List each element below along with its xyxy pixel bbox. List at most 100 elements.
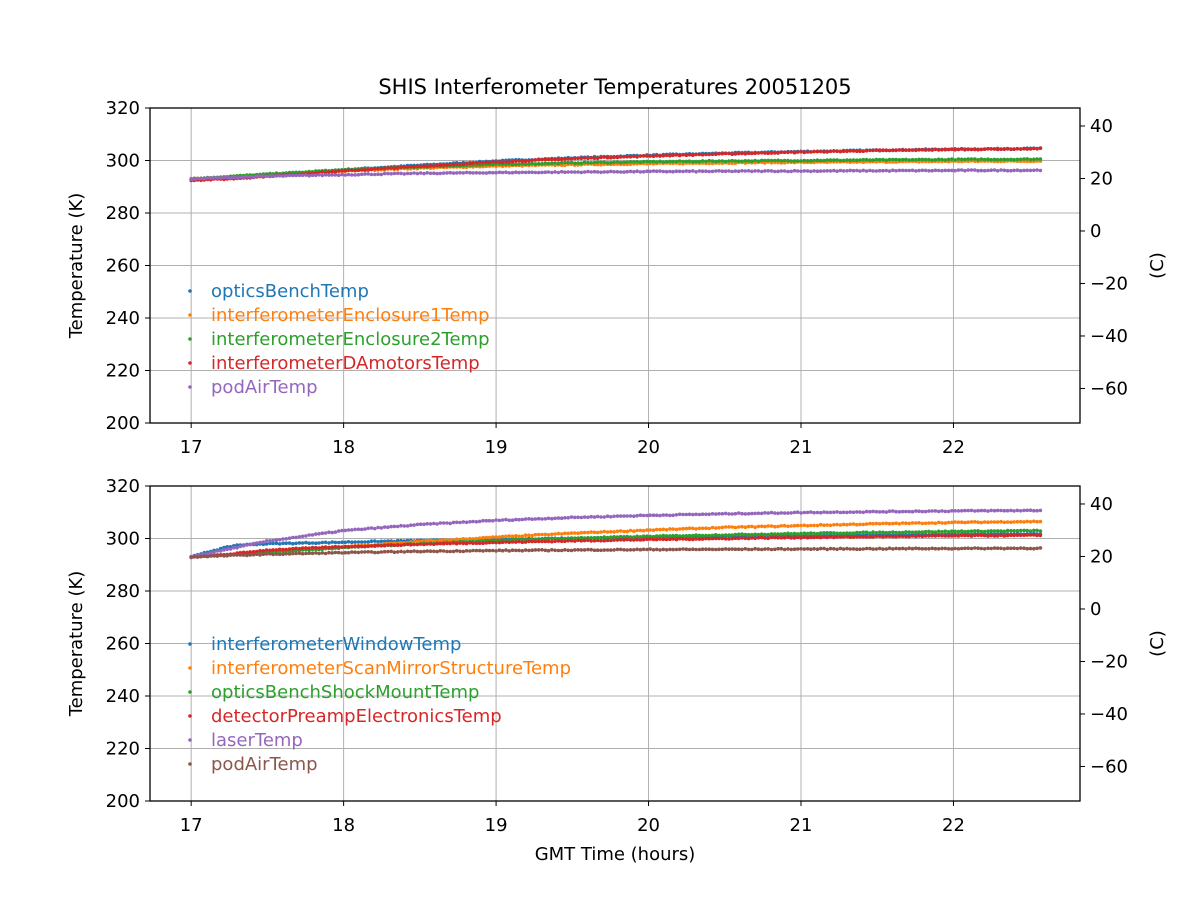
data-point	[641, 534, 646, 538]
data-point	[1022, 157, 1026, 161]
data-point	[841, 547, 846, 551]
data-point	[674, 533, 679, 538]
data-point	[297, 541, 302, 545]
data-point	[1025, 533, 1029, 537]
data-point	[520, 534, 525, 538]
data-point	[566, 516, 570, 520]
data-point	[418, 164, 423, 169]
data-point	[838, 523, 843, 527]
data-point	[756, 547, 761, 551]
data-point	[399, 165, 403, 169]
data-point	[753, 169, 757, 173]
data-point	[477, 541, 482, 545]
data-point	[723, 511, 728, 516]
data-point	[763, 161, 767, 165]
data-point	[618, 160, 623, 165]
data-point	[1035, 168, 1039, 172]
data-point	[995, 147, 1000, 152]
data-point	[877, 546, 882, 551]
data-point	[487, 518, 492, 523]
data-point	[894, 509, 898, 514]
data-point	[664, 534, 669, 538]
data-point	[694, 527, 698, 531]
data-point	[818, 522, 823, 527]
data-point	[907, 534, 911, 539]
data-point	[569, 156, 574, 161]
data-point	[828, 149, 833, 153]
data-point	[832, 535, 836, 540]
data-point	[320, 173, 325, 178]
data-point	[399, 549, 403, 554]
data-point	[536, 548, 541, 552]
y-tick-label: 280	[106, 203, 140, 224]
x-tick-label: 21	[790, 437, 813, 458]
data-point	[976, 529, 980, 533]
data-point	[576, 156, 580, 161]
data-point	[268, 541, 272, 546]
data-point	[343, 528, 348, 533]
data-point	[651, 513, 656, 517]
data-point	[969, 168, 974, 172]
data-point	[946, 520, 951, 525]
data-point	[425, 549, 430, 553]
data-point	[1032, 528, 1036, 533]
data-point	[855, 168, 859, 173]
data-point	[510, 162, 515, 167]
data-point	[464, 541, 469, 546]
data-point	[592, 169, 597, 174]
y-right-tick-label: −20	[1090, 651, 1128, 672]
data-point	[995, 546, 1000, 550]
data-point	[995, 169, 1000, 173]
data-point	[409, 164, 413, 169]
data-point	[543, 517, 548, 521]
data-point	[832, 523, 836, 527]
data-point	[648, 534, 652, 539]
data-point	[989, 546, 993, 551]
data-point	[930, 521, 934, 525]
data-point	[674, 527, 679, 532]
data-point	[727, 547, 731, 551]
data-point	[700, 153, 705, 157]
data-point	[461, 549, 466, 554]
data-point	[661, 160, 666, 164]
data-point	[632, 535, 636, 539]
legend-marker	[188, 289, 192, 293]
y-axis-label: Temperature (K)	[66, 193, 87, 340]
data-point	[694, 547, 698, 552]
data-point	[769, 524, 774, 528]
data-point	[710, 547, 715, 552]
data-point	[376, 172, 380, 176]
data-point	[284, 537, 289, 541]
data-point	[763, 547, 767, 551]
data-point	[825, 510, 829, 515]
data-point	[209, 554, 213, 558]
data-point	[897, 148, 902, 152]
data-point	[651, 159, 656, 164]
data-point	[1018, 533, 1023, 538]
data-point	[553, 532, 557, 536]
data-point	[753, 525, 757, 529]
data-point	[586, 538, 590, 543]
data-point	[1032, 533, 1036, 537]
data-point	[504, 548, 508, 552]
data-point	[287, 173, 292, 178]
data-point	[336, 169, 341, 173]
data-point	[992, 546, 997, 550]
data-point	[792, 510, 797, 515]
data-point	[645, 534, 649, 538]
data-point	[346, 168, 351, 173]
data-point	[995, 534, 1000, 538]
data-point	[871, 509, 875, 514]
data-point	[671, 159, 675, 164]
data-point	[648, 169, 652, 174]
data-point	[668, 169, 672, 174]
data-point	[595, 548, 600, 552]
data-point	[697, 159, 702, 164]
data-point	[805, 547, 810, 551]
data-point	[363, 540, 367, 544]
data-point	[677, 527, 682, 531]
data-point	[218, 176, 223, 180]
data-point	[723, 169, 728, 173]
data-point	[520, 517, 525, 522]
data-point	[1002, 168, 1007, 173]
